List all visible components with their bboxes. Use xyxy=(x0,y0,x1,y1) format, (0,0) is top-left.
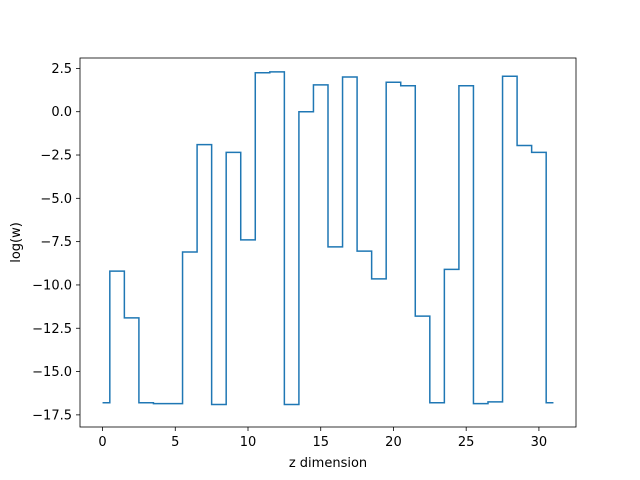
y-tick-label: −15.0 xyxy=(32,365,72,380)
x-tick-label: 30 xyxy=(531,435,548,450)
series-step-line xyxy=(102,71,554,406)
x-tick-label: 15 xyxy=(312,435,329,450)
x-axis-label: z dimension xyxy=(289,456,367,471)
y-tick-label: −12.5 xyxy=(32,322,72,337)
x-tick-label: 10 xyxy=(240,435,257,450)
plot-frame xyxy=(79,57,577,428)
y-axis: 2.5 0.0 −2.5 −5.0 −7.5 −10.0 −12.5 −15.0 −17.5 xyxy=(32,62,80,423)
y-tick-label: 2.5 xyxy=(51,62,72,77)
series-layer xyxy=(102,71,554,406)
x-tick-label: 20 xyxy=(385,435,402,450)
y-tick-label: −17.5 xyxy=(32,408,72,423)
plot-area: 0 5 10 15 20 25 30 2.5 0.0 −2.5 −5.0 −7.5 −10.0 −12.… xyxy=(32,57,577,450)
x-axis: 0 5 10 15 20 25 30 xyxy=(98,427,547,450)
x-tick-label: 5 xyxy=(171,435,179,450)
y-tick-label: −2.5 xyxy=(40,149,72,164)
y-tick-label: −7.5 xyxy=(40,235,72,250)
y-tick-label: −5.0 xyxy=(40,192,72,207)
x-tick-label: 25 xyxy=(458,435,475,450)
y-axis-label: log(w) xyxy=(9,222,24,263)
x-tick-label: 0 xyxy=(98,435,106,450)
y-tick-label: −10.0 xyxy=(32,278,72,293)
y-tick-label: 0.0 xyxy=(51,105,72,120)
